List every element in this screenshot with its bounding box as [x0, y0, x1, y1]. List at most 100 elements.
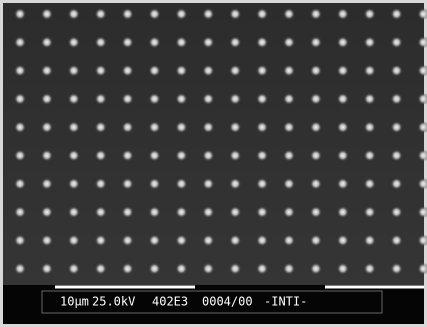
dot [14, 263, 26, 275]
dot [256, 206, 268, 218]
dot [283, 121, 295, 133]
dot [122, 121, 134, 133]
dot [14, 234, 26, 246]
dot [229, 36, 241, 48]
dot [149, 178, 161, 190]
dot [256, 150, 268, 162]
dot [175, 121, 187, 133]
dot [337, 263, 349, 275]
dot [256, 36, 268, 48]
dot [95, 65, 107, 77]
dot [122, 234, 134, 246]
dot [364, 178, 376, 190]
dot [391, 36, 403, 48]
dot [202, 36, 214, 48]
dot [364, 121, 376, 133]
dot [229, 121, 241, 133]
dot [310, 206, 322, 218]
dot [122, 65, 134, 77]
dot [41, 234, 53, 246]
dot [95, 234, 107, 246]
dot [391, 93, 403, 105]
dot [256, 121, 268, 133]
dot [391, 121, 403, 133]
dot [175, 263, 187, 275]
dot [364, 150, 376, 162]
dot [14, 8, 26, 20]
dot [149, 234, 161, 246]
dot [41, 8, 53, 20]
dot [229, 8, 241, 20]
dot [41, 121, 53, 133]
dot [202, 263, 214, 275]
dot [337, 121, 349, 133]
dot [149, 93, 161, 105]
dot [68, 263, 80, 275]
dot [229, 93, 241, 105]
dot [364, 93, 376, 105]
dot [41, 263, 53, 275]
dot [149, 36, 161, 48]
dot [149, 263, 161, 275]
dot [310, 150, 322, 162]
dot [202, 121, 214, 133]
scale-text: 10μm [60, 295, 89, 309]
dot [337, 36, 349, 48]
dot [122, 36, 134, 48]
dot [175, 93, 187, 105]
dot [68, 65, 80, 77]
dot [68, 121, 80, 133]
dot [95, 150, 107, 162]
dot [364, 65, 376, 77]
dot [337, 234, 349, 246]
dot [256, 65, 268, 77]
dot [364, 206, 376, 218]
dot [68, 234, 80, 246]
dot [175, 178, 187, 190]
dot [149, 150, 161, 162]
dot [310, 36, 322, 48]
dot [175, 36, 187, 48]
dot [122, 93, 134, 105]
dot [283, 206, 295, 218]
dot [391, 206, 403, 218]
dot [391, 178, 403, 190]
dot [229, 234, 241, 246]
dot [149, 65, 161, 77]
dot [310, 263, 322, 275]
dot [122, 178, 134, 190]
dot [310, 93, 322, 105]
dot [256, 8, 268, 20]
dot [14, 93, 26, 105]
dot [95, 121, 107, 133]
dot [14, 206, 26, 218]
dot [337, 178, 349, 190]
dot [68, 93, 80, 105]
dot [337, 8, 349, 20]
dot [175, 206, 187, 218]
dot [202, 178, 214, 190]
dot [283, 36, 295, 48]
dot [41, 206, 53, 218]
dot [283, 8, 295, 20]
dot [391, 150, 403, 162]
dot [149, 8, 161, 20]
sem-image: 10μm 25.0kV 402E3 0004/00 -INTI- [0, 0, 427, 327]
dot [256, 263, 268, 275]
dot [310, 234, 322, 246]
dot [175, 234, 187, 246]
dot [283, 234, 295, 246]
dot [14, 121, 26, 133]
dot [95, 206, 107, 218]
dot [175, 150, 187, 162]
dot [364, 8, 376, 20]
dot [202, 65, 214, 77]
dot [310, 121, 322, 133]
dot [202, 206, 214, 218]
dot [122, 206, 134, 218]
dot [364, 36, 376, 48]
dot [175, 65, 187, 77]
dot [202, 8, 214, 20]
dot [41, 93, 53, 105]
dot [149, 121, 161, 133]
